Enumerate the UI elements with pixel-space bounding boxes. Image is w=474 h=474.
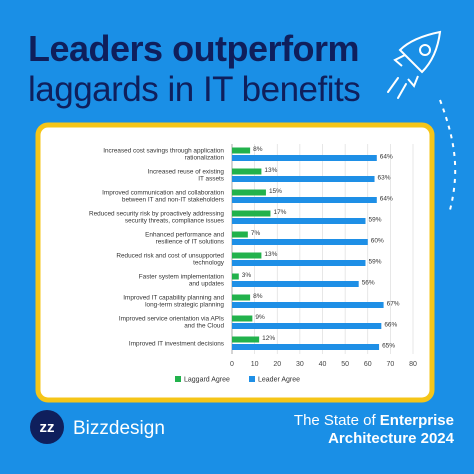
value-label: 8%: [253, 293, 263, 300]
bar: [232, 260, 366, 266]
category-label: Enhanced performance and resilience of I…: [145, 231, 224, 246]
bar: [232, 252, 262, 259]
category-label: Faster system implementation and updates: [138, 273, 224, 288]
report-bold: Enterprise: [379, 412, 454, 429]
bar: [232, 176, 375, 182]
bar: [232, 189, 266, 196]
bar: [232, 294, 251, 301]
value-label: 66%: [384, 322, 397, 329]
bar: [232, 168, 262, 175]
bar: [232, 147, 251, 154]
x-tick-label: 40: [319, 361, 327, 368]
category-label: Improved IT investment decisions: [128, 339, 224, 347]
legend-label: Laggard Agree: [184, 376, 230, 383]
bar: [232, 218, 366, 224]
svg-text:zz: zz: [40, 419, 55, 436]
title-line2: laggards in IT benefits: [28, 70, 361, 109]
value-label: 7%: [251, 230, 261, 237]
legend-swatch: [249, 376, 255, 382]
legend-swatch: [175, 376, 181, 382]
report-title: The State of Enterprise Architecture 2024: [294, 412, 454, 448]
value-label: 63%: [378, 175, 391, 182]
bar: [232, 155, 377, 161]
bar: [232, 315, 253, 322]
bar: [232, 336, 260, 343]
category-label: Reduced risk and cost of unsupported tec…: [116, 252, 224, 267]
rocket-doodle: [387, 30, 457, 211]
value-label: 13%: [264, 167, 277, 174]
x-tick-label: 80: [409, 361, 417, 368]
bar: [232, 302, 384, 308]
x-tick-label: 70: [386, 361, 394, 368]
value-label: 12%: [262, 335, 275, 342]
value-label: 64%: [380, 196, 393, 203]
value-label: 17%: [273, 209, 286, 216]
bizzdesign-logo: zz: [30, 410, 64, 444]
value-label: 59%: [368, 217, 381, 224]
value-label: 59%: [368, 259, 381, 266]
category-label: Improved service orientation via APIs an…: [118, 315, 224, 330]
bar: [232, 344, 380, 350]
value-label: 65%: [382, 343, 395, 350]
bar: [232, 231, 248, 238]
bar: [232, 239, 368, 245]
bar: [232, 281, 359, 287]
value-label: 64%: [380, 154, 393, 161]
value-label: 3%: [242, 272, 252, 279]
category-label: Increased cost savings through applicati…: [103, 147, 224, 162]
bar: [232, 210, 271, 217]
value-label: 67%: [387, 301, 400, 308]
brand: Bizzdesign: [73, 418, 165, 439]
category-label: Improved communication and collaboration…: [102, 189, 224, 204]
value-label: 13%: [264, 251, 277, 258]
x-tick-label: 30: [296, 361, 304, 368]
value-label: 15%: [269, 188, 282, 195]
bar: [232, 273, 239, 280]
value-label: 56%: [362, 280, 375, 287]
category-label: Improved IT capability planning and long…: [123, 294, 224, 309]
title-line1: Leaders outperform: [28, 28, 360, 69]
legend-label: Leader Agree: [258, 376, 300, 383]
category-label: Reduced security risk by proactively add…: [89, 210, 224, 225]
x-tick-label: 50: [341, 361, 349, 368]
value-label: 9%: [255, 314, 265, 321]
report-line2: Architecture 2024: [328, 430, 454, 447]
bar: [232, 323, 382, 329]
category-label: Increased reuse of existing IT assets: [147, 168, 224, 183]
x-tick-label: 0: [230, 361, 234, 368]
value-label: 8%: [253, 146, 263, 153]
x-tick-label: 10: [251, 361, 259, 368]
x-tick-label: 60: [364, 361, 372, 368]
value-label: 60%: [371, 238, 384, 245]
report-regular: The State of: [293, 412, 376, 429]
bar: [232, 197, 377, 203]
x-tick-label: 20: [273, 361, 281, 368]
